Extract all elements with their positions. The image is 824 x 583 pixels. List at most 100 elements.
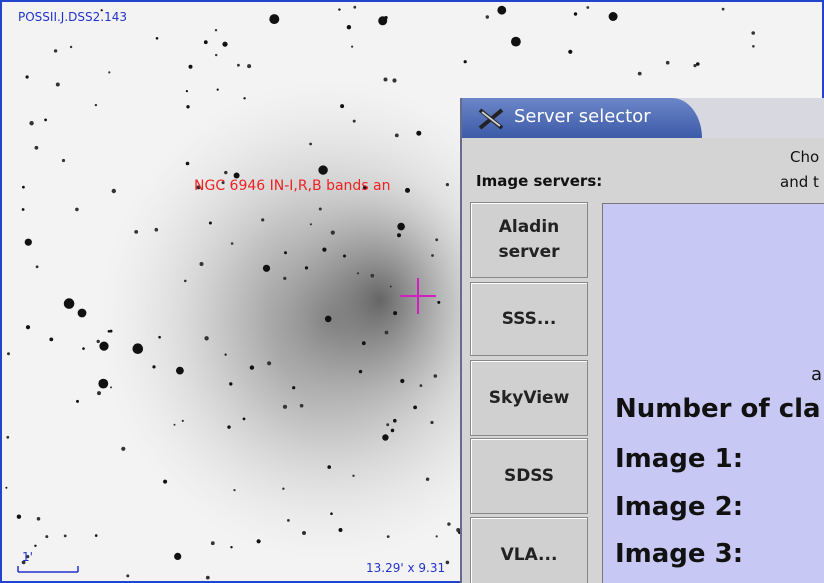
star [363,185,367,190]
star [21,208,25,211]
star [196,185,201,190]
star [69,45,73,49]
star [282,487,285,490]
star [394,133,399,138]
star [269,14,280,25]
star [435,238,439,242]
star [174,552,182,561]
star [665,60,670,65]
star [229,382,233,386]
star [430,420,434,425]
star [186,105,190,109]
star [121,446,126,451]
star [77,308,87,318]
star [134,230,139,234]
star [75,207,79,212]
star [205,575,210,580]
star [324,315,332,323]
star [237,63,240,67]
star [63,534,67,538]
star [36,517,41,521]
server-button[interactable]: VLA... [470,517,588,583]
star [29,121,34,126]
star [199,262,204,266]
star [352,474,355,477]
star [242,417,246,421]
panel-fragment: a [811,364,823,385]
star [284,251,287,255]
star [100,9,103,12]
star [163,479,168,484]
star [111,188,117,194]
server-button[interactable]: Aladin server [470,202,588,278]
star [224,170,228,175]
star [109,329,113,333]
server-button[interactable]: SDSS [470,438,588,514]
star [485,15,489,19]
star [338,528,343,532]
target-marker [400,278,436,314]
star [49,337,54,342]
star [230,546,233,549]
scale-bar [17,566,79,573]
star [463,60,467,64]
star [22,185,25,189]
star [267,361,272,366]
server-panel: a Number of cla Image 1: Image 2: Image … [602,203,824,583]
star [392,78,397,83]
star [188,64,193,69]
star [413,405,417,410]
star [215,53,218,57]
star [34,145,39,150]
star [637,71,642,76]
server-button[interactable]: SkyView [470,360,588,436]
star [185,161,190,166]
star [283,276,287,280]
star [370,273,375,278]
star [400,378,405,384]
panel-line: Image 2: [615,492,744,522]
star [132,343,144,355]
star [173,423,176,426]
star [230,242,234,245]
star [203,40,208,45]
star [425,477,430,481]
star [152,365,156,369]
star [6,435,10,439]
star [216,88,219,91]
star [5,486,8,489]
star [358,369,363,374]
star [437,300,441,304]
star [34,544,37,547]
star [25,75,29,79]
scale-label: 1' [22,550,33,564]
star [445,183,449,187]
star [247,64,252,69]
star [608,12,618,21]
field-size: 13.29' x 9.31 [366,561,446,575]
star [351,45,354,48]
star [309,142,312,146]
survey-label: POSSII.J.DSS2.143 [18,10,127,24]
star [721,7,725,11]
star [752,45,755,48]
servers-heading: Image servers: [476,172,603,190]
star [45,535,49,539]
star [343,254,346,258]
star [397,222,405,231]
star [158,335,161,339]
star [322,247,327,252]
object-label: NGC 6946 IN-I,R,B bands an [194,178,391,194]
star [97,391,101,396]
star [356,272,360,275]
star [94,534,98,537]
star [227,425,231,429]
star [318,207,322,211]
star [573,12,578,16]
star [24,238,32,246]
star [292,386,296,390]
star [44,118,47,122]
star [416,130,422,136]
server-button[interactable]: SSS... [470,282,588,356]
star [397,233,401,238]
